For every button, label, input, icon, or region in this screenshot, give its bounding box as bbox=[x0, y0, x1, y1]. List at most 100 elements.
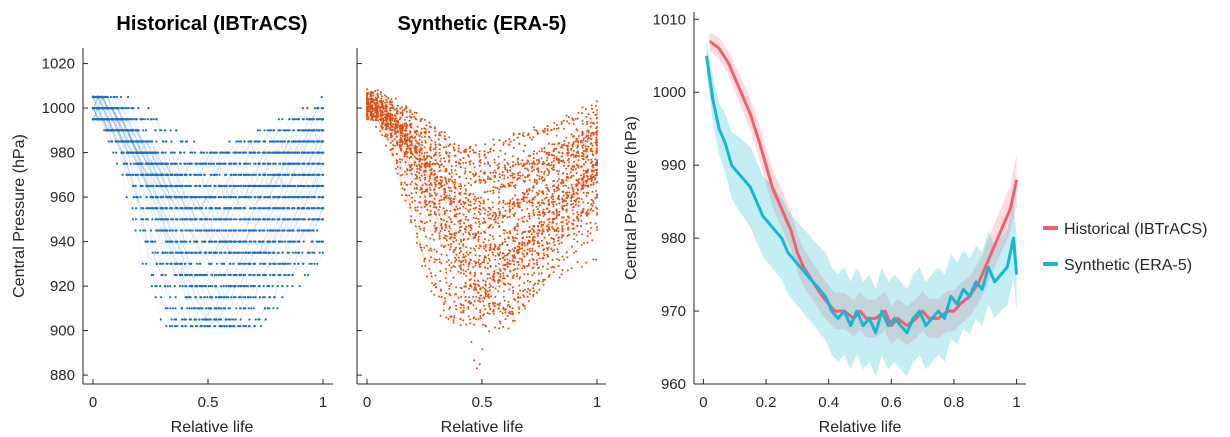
y-tick-label: 880 bbox=[50, 367, 75, 384]
data-point bbox=[249, 296, 252, 299]
data-point bbox=[311, 240, 314, 243]
data-point bbox=[232, 218, 235, 221]
data-point bbox=[291, 251, 294, 254]
data-point bbox=[161, 251, 164, 254]
data-point bbox=[149, 229, 153, 232]
data-point bbox=[173, 285, 176, 288]
data-point bbox=[294, 251, 297, 254]
data-point bbox=[188, 240, 192, 243]
data-point bbox=[144, 118, 147, 121]
y-tick-label: 920 bbox=[50, 278, 75, 295]
data-point bbox=[281, 285, 284, 288]
data-point bbox=[289, 184, 292, 188]
data-point bbox=[129, 162, 132, 165]
data-point bbox=[174, 325, 177, 328]
data-point bbox=[250, 285, 253, 288]
data-point bbox=[122, 162, 126, 165]
data-point bbox=[220, 218, 223, 221]
data-point bbox=[169, 218, 173, 221]
data-point bbox=[134, 229, 137, 232]
data-point bbox=[321, 251, 324, 254]
data-point bbox=[208, 229, 211, 232]
data-point bbox=[297, 262, 300, 265]
data-point bbox=[181, 240, 184, 243]
data-point bbox=[315, 240, 318, 243]
data-point bbox=[179, 162, 182, 165]
data-point bbox=[276, 184, 279, 188]
track-line bbox=[94, 96, 323, 276]
data-point bbox=[271, 285, 274, 288]
data-point bbox=[210, 173, 213, 176]
data-point bbox=[291, 273, 294, 277]
data-point bbox=[283, 273, 286, 277]
panel-synthetic: Synthetic (ERA-5) 0 0.5 1 Relative life bbox=[356, 13, 606, 436]
data-point bbox=[166, 307, 169, 310]
data-point bbox=[276, 285, 279, 288]
data-point bbox=[175, 273, 178, 277]
data-point bbox=[227, 273, 230, 277]
data-point bbox=[125, 173, 128, 176]
data-point bbox=[242, 262, 245, 265]
data-point bbox=[250, 307, 253, 310]
data-point bbox=[190, 307, 193, 310]
data-point bbox=[268, 196, 272, 199]
data-point bbox=[308, 118, 311, 121]
data-point bbox=[137, 107, 140, 110]
data-point bbox=[220, 285, 223, 288]
data-point bbox=[132, 173, 135, 176]
data-point bbox=[266, 285, 269, 288]
data-point bbox=[258, 296, 261, 299]
track-line bbox=[93, 108, 323, 243]
x-tick-label: 1 bbox=[319, 394, 327, 411]
data-point bbox=[263, 296, 266, 299]
data-point bbox=[190, 262, 193, 265]
data-point bbox=[237, 173, 240, 176]
data-point bbox=[215, 162, 218, 165]
data-point bbox=[121, 173, 124, 176]
data-point bbox=[110, 140, 113, 143]
track-line bbox=[93, 96, 324, 231]
data-point bbox=[145, 262, 148, 265]
track-line bbox=[92, 107, 323, 276]
data-point bbox=[281, 251, 284, 254]
data-point bbox=[227, 218, 230, 221]
data-point bbox=[201, 196, 204, 199]
data-point bbox=[254, 240, 257, 243]
data-point bbox=[242, 240, 246, 243]
data-point bbox=[232, 318, 235, 321]
panel-title-synthetic: Synthetic (ERA-5) bbox=[398, 13, 567, 35]
data-point bbox=[239, 318, 242, 321]
data-point bbox=[170, 262, 173, 265]
data-point bbox=[258, 129, 262, 132]
data-point bbox=[207, 307, 210, 310]
data-point bbox=[210, 273, 213, 277]
data-point bbox=[140, 207, 143, 210]
y-tick-label: 900 bbox=[50, 323, 75, 340]
data-point bbox=[188, 307, 191, 310]
track-line bbox=[93, 118, 322, 187]
data-point bbox=[256, 273, 259, 277]
data-point bbox=[318, 251, 321, 254]
data-point bbox=[291, 151, 294, 154]
data-point bbox=[157, 151, 160, 154]
data-point bbox=[152, 273, 155, 277]
data-point bbox=[220, 262, 223, 265]
data-point bbox=[166, 251, 169, 254]
data-point bbox=[261, 262, 264, 265]
y-tick-label: 940 bbox=[50, 234, 75, 251]
data-point bbox=[239, 229, 242, 232]
data-point bbox=[300, 229, 303, 232]
data-point bbox=[268, 296, 271, 299]
data-point bbox=[281, 118, 284, 121]
data-point bbox=[253, 196, 256, 199]
y-axis-label: Central Pressure (hPa) bbox=[11, 134, 28, 298]
track-line bbox=[93, 96, 322, 176]
data-point bbox=[139, 196, 142, 199]
data-point bbox=[206, 296, 209, 299]
data-point bbox=[281, 140, 284, 143]
data-point bbox=[215, 262, 218, 265]
data-point bbox=[313, 107, 316, 110]
data-point bbox=[252, 307, 255, 310]
data-point bbox=[134, 173, 138, 176]
